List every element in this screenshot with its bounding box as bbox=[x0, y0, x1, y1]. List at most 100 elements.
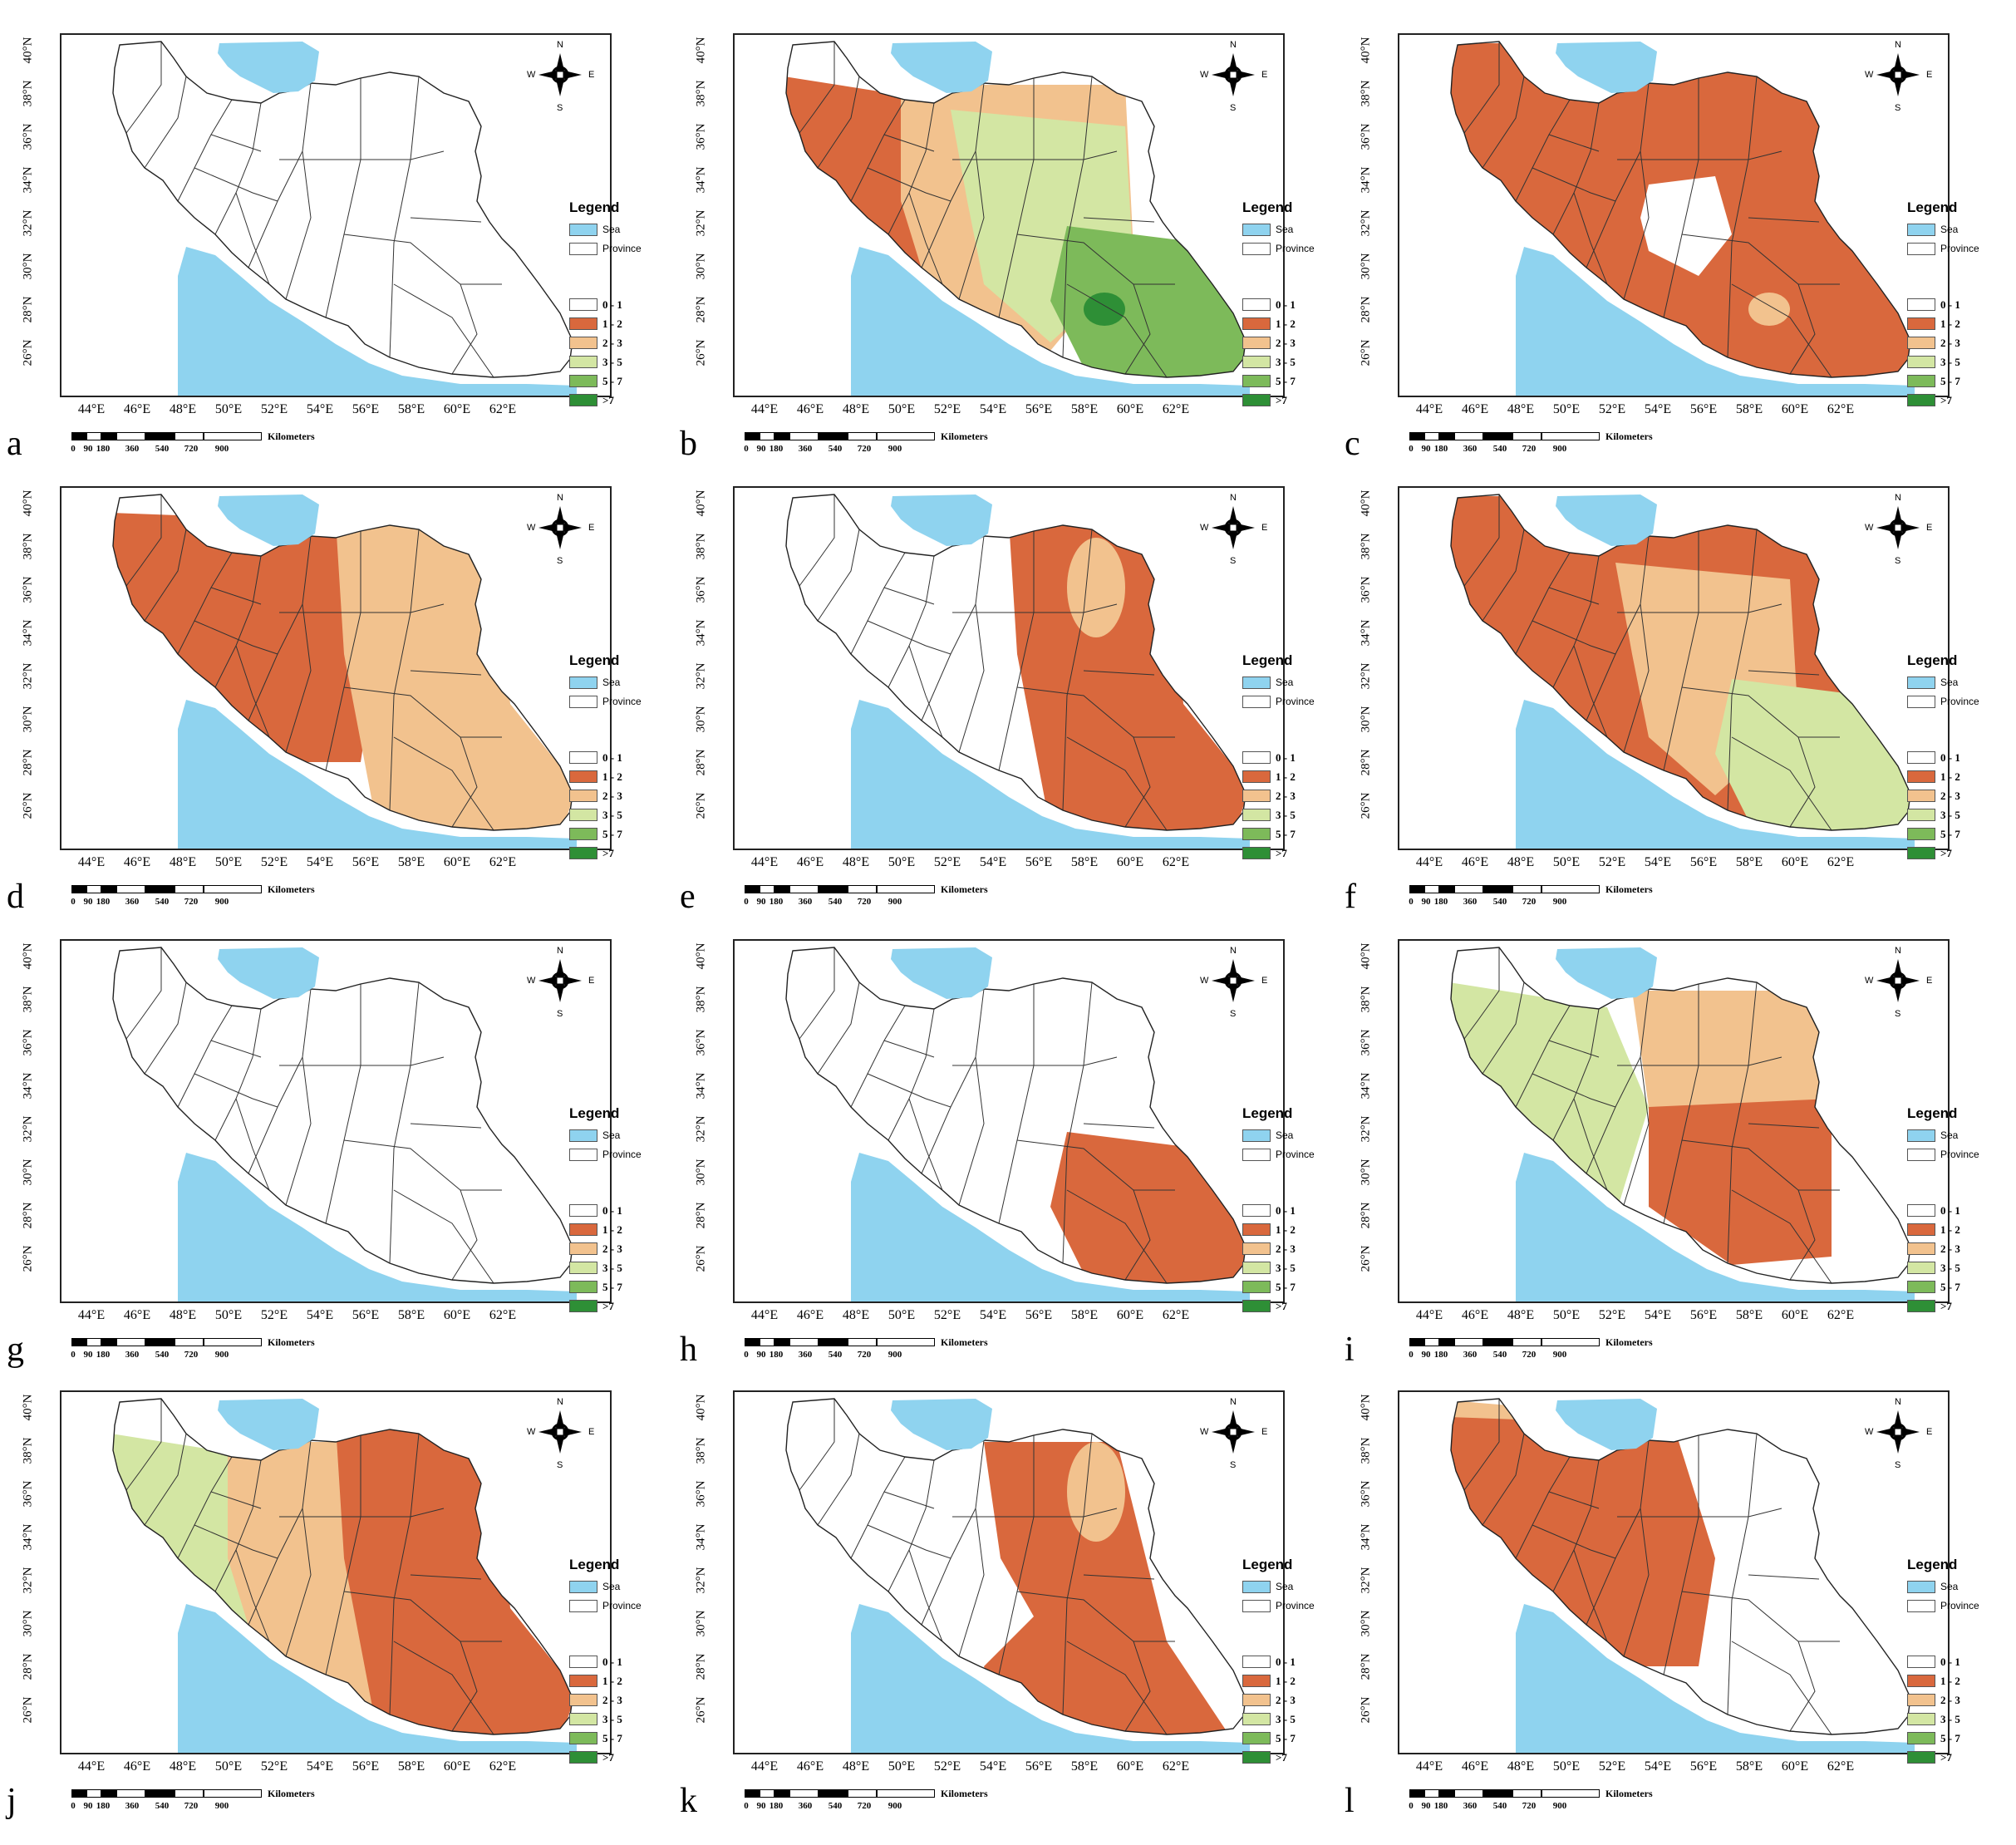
longitude-axis: 44°E 46°E 48°E 50°E 52°E 54°E 56°E 58°E 60°E 62°E bbox=[60, 1308, 612, 1328]
scale-tick: 900 bbox=[1552, 1801, 1567, 1811]
longitude-label: 52°E bbox=[1598, 1308, 1626, 1322]
scale-tick: 540 bbox=[1492, 444, 1507, 454]
legend-title: Legend bbox=[1242, 1105, 1293, 1121]
province-boundary bbox=[1124, 1189, 1151, 1281]
legend-class: 1 - 2 bbox=[1907, 1221, 2015, 1240]
province-boundary bbox=[144, 982, 187, 1075]
scale-tick: 0 bbox=[744, 444, 749, 454]
province-boundary bbox=[1482, 529, 1525, 622]
iran-map bbox=[1450, 1398, 1915, 1753]
longitude-label: 54°E bbox=[979, 402, 1007, 416]
province-boundary bbox=[1482, 982, 1525, 1075]
longitude-label: 50°E bbox=[1552, 1759, 1581, 1774]
province-boundary bbox=[1482, 76, 1525, 169]
legend-class: >7 bbox=[569, 1749, 677, 1768]
compass-w-label: W bbox=[527, 1427, 536, 1437]
province-boundary bbox=[1731, 283, 1832, 377]
scale-bar: Kilometers 0 90 180 360 540 720 900 bbox=[71, 883, 321, 918]
province-boundary bbox=[214, 555, 262, 688]
legend-class: 3 - 5 bbox=[1907, 806, 2015, 825]
iran-map bbox=[112, 494, 577, 849]
longitude-label: 48°E bbox=[842, 402, 870, 416]
index-class-region bbox=[1009, 521, 1246, 830]
latitude-label: 38°N bbox=[21, 1437, 35, 1464]
latitude-label: 40°N bbox=[1359, 490, 1373, 517]
province-boundary bbox=[867, 167, 951, 202]
scale-unit: Kilometers bbox=[268, 1336, 315, 1348]
province-boundary bbox=[1573, 1549, 1608, 1642]
province-boundary bbox=[888, 1459, 935, 1592]
province-boundary bbox=[1124, 283, 1151, 375]
scale-bar: Kilometers 0 90 180 360 540 720 900 bbox=[1409, 1788, 1659, 1823]
latitude-label: 34°N bbox=[694, 166, 708, 194]
legend-class: 5 - 7 bbox=[1242, 372, 1350, 391]
province-boundary bbox=[817, 1433, 860, 1526]
province-boundary bbox=[248, 82, 312, 268]
province-boundary bbox=[325, 984, 361, 1224]
scale-tick: 90 bbox=[1421, 1350, 1431, 1360]
longitude-label: 46°E bbox=[123, 855, 151, 869]
longitude-label: 56°E bbox=[1689, 1759, 1718, 1774]
scale-tick: 360 bbox=[125, 1801, 140, 1811]
legend-title: Legend bbox=[569, 199, 620, 215]
province-boundary bbox=[1623, 1508, 1650, 1657]
province-boundary bbox=[325, 78, 361, 318]
compass-n-label: N bbox=[1895, 40, 1901, 50]
province-boundary bbox=[325, 1435, 361, 1675]
latitude-label: 38°N bbox=[21, 80, 35, 107]
legend-class: 0 - 1 bbox=[1242, 749, 1350, 768]
latitude-label: 38°N bbox=[1359, 986, 1373, 1013]
province-boundary bbox=[1573, 1098, 1608, 1191]
longitude-label: 54°E bbox=[306, 402, 334, 416]
province-boundary bbox=[1623, 150, 1650, 300]
legend-class: 0 - 1 bbox=[1242, 1653, 1350, 1672]
scale-tick: 720 bbox=[857, 897, 872, 907]
province-boundary bbox=[1515, 99, 1571, 202]
province-boundary bbox=[210, 587, 262, 605]
province-boundary bbox=[1062, 76, 1093, 358]
province-boundary bbox=[1681, 234, 1840, 285]
scale-tick: 360 bbox=[125, 1350, 140, 1360]
compass-rose-icon bbox=[538, 1410, 582, 1454]
longitude-label: 62°E bbox=[489, 402, 517, 416]
province-boundary bbox=[1532, 620, 1616, 655]
legend-class: 2 - 3 bbox=[1242, 334, 1350, 353]
legend-sea: Sea bbox=[1242, 1127, 1350, 1146]
province-boundary bbox=[194, 167, 278, 202]
province-boundary bbox=[921, 1439, 985, 1626]
scale-tick: 720 bbox=[1522, 1801, 1537, 1811]
latitude-label: 28°N bbox=[694, 296, 708, 323]
province-boundary bbox=[1681, 1591, 1840, 1642]
scale-tick: 180 bbox=[769, 1350, 784, 1360]
longitude-label: 58°E bbox=[1070, 1759, 1099, 1774]
compass-w-label: W bbox=[1200, 523, 1209, 533]
legend-title: Legend bbox=[1907, 652, 1958, 668]
latitude-label: 36°N bbox=[1359, 1029, 1373, 1056]
map-panel-g: 40°N 38°N 36°N 34°N 32°N 30°N 28°N 26°N N S W E 44°E… bbox=[7, 939, 678, 1392]
longitude-label: 50°E bbox=[1552, 855, 1581, 869]
longitude-label: 48°E bbox=[169, 1308, 197, 1322]
province-boundary bbox=[908, 645, 943, 738]
legend-province: Province bbox=[1907, 240, 2015, 259]
panel-letter: l bbox=[1345, 1782, 1355, 1820]
longitude-label: 58°E bbox=[397, 1308, 425, 1322]
scale-tick: 180 bbox=[1433, 1801, 1448, 1811]
province-boundary bbox=[1016, 686, 1175, 738]
longitude-label: 46°E bbox=[1461, 1308, 1489, 1322]
longitude-label: 60°E bbox=[443, 402, 471, 416]
latitude-label: 30°N bbox=[1359, 1159, 1373, 1186]
scale-tick: 90 bbox=[1421, 1801, 1431, 1811]
legend-class: 3 - 5 bbox=[569, 806, 677, 825]
legend-class: >7 bbox=[569, 1297, 677, 1316]
province-boundary bbox=[867, 1073, 951, 1108]
longitude-label: 60°E bbox=[1781, 1759, 1809, 1774]
longitude-label: 50°E bbox=[1552, 1308, 1581, 1322]
scale-tick: 540 bbox=[155, 1350, 170, 1360]
index-class-region bbox=[1067, 538, 1125, 637]
province-boundary bbox=[867, 1524, 951, 1559]
latitude-label: 38°N bbox=[1359, 533, 1373, 560]
panel-letter: h bbox=[680, 1331, 697, 1369]
legend-class: 2 - 3 bbox=[1907, 1240, 2015, 1259]
province-boundary bbox=[1727, 529, 1758, 811]
scale-tick: 540 bbox=[828, 1350, 843, 1360]
